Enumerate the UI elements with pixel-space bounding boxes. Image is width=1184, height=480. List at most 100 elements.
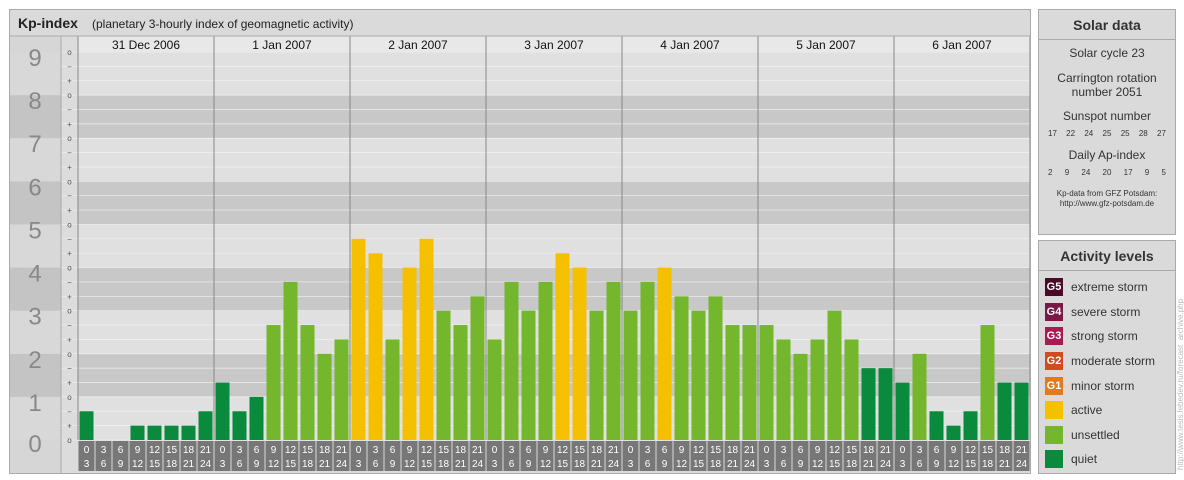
hour-box bbox=[809, 441, 826, 471]
hour-box bbox=[911, 441, 928, 471]
hour-end-label: 18 bbox=[846, 459, 858, 470]
hour-end-label: 21 bbox=[319, 459, 331, 470]
minor-tick-label: + bbox=[67, 163, 72, 172]
hour-end-label: 12 bbox=[404, 459, 416, 470]
hour-box bbox=[418, 441, 435, 471]
hour-start-label: 3 bbox=[917, 445, 923, 456]
chart-title: Kp-index bbox=[18, 15, 78, 31]
hour-box bbox=[826, 441, 843, 471]
hour-box bbox=[639, 441, 656, 471]
hour-box bbox=[316, 441, 333, 471]
hour-box bbox=[231, 441, 248, 471]
minor-tick-label: − bbox=[67, 62, 72, 71]
hour-end-label: 21 bbox=[727, 459, 739, 470]
kp-bar bbox=[912, 353, 927, 440]
hour-end-label: 6 bbox=[781, 459, 787, 470]
hour-box bbox=[571, 441, 588, 471]
level-row: G2 moderate storm bbox=[1039, 349, 1175, 374]
ap-value: 24 bbox=[1081, 168, 1091, 177]
hour-box bbox=[724, 441, 741, 471]
y-tick-label: 1 bbox=[28, 390, 41, 417]
kp-bar bbox=[504, 281, 519, 440]
hour-start-label: 18 bbox=[727, 445, 739, 456]
hour-end-label: 15 bbox=[693, 459, 705, 470]
hour-end-label: 6 bbox=[373, 459, 379, 470]
hour-start-label: 15 bbox=[302, 445, 314, 456]
hour-box bbox=[197, 441, 214, 471]
minor-tick-label: o bbox=[67, 393, 72, 402]
level-row: G4 severe storm bbox=[1039, 300, 1175, 325]
hour-start-label: 6 bbox=[662, 445, 668, 456]
kp-bar bbox=[606, 281, 621, 440]
level-label: strong storm bbox=[1071, 329, 1138, 344]
y-axis-band bbox=[10, 138, 61, 182]
hour-start-label: 9 bbox=[135, 445, 141, 456]
hour-end-label: 9 bbox=[254, 459, 260, 470]
hour-end-label: 9 bbox=[526, 459, 532, 470]
minor-tick-label: o bbox=[67, 350, 72, 359]
hour-start-label: 0 bbox=[900, 445, 906, 456]
hour-start-label: 21 bbox=[880, 445, 892, 456]
kp-bar bbox=[691, 310, 706, 440]
kp-bar bbox=[878, 368, 893, 440]
kp-bar bbox=[147, 425, 162, 440]
hour-end-label: 12 bbox=[812, 459, 824, 470]
hour-box bbox=[707, 441, 724, 471]
hour-end-label: 3 bbox=[492, 459, 498, 470]
kp-bar bbox=[725, 325, 740, 440]
hour-start-label: 21 bbox=[1016, 445, 1028, 456]
kp-bar bbox=[674, 296, 689, 440]
kp-bar bbox=[963, 411, 978, 440]
kp-bar bbox=[759, 325, 774, 440]
minor-label-column bbox=[61, 36, 78, 473]
hour-box bbox=[656, 441, 673, 471]
kp-bar bbox=[861, 368, 876, 440]
ap-value: 9 bbox=[1144, 168, 1150, 177]
kp-chart-panel: Kp-index (planetary 3-hourly index of ge… bbox=[9, 9, 1031, 474]
level-swatch bbox=[1045, 401, 1063, 420]
hour-start-label: 21 bbox=[336, 445, 348, 456]
minor-tick-label: o bbox=[67, 91, 72, 100]
hour-end-label: 15 bbox=[557, 459, 569, 470]
minor-tick-label: o bbox=[67, 134, 72, 143]
hour-start-label: 3 bbox=[373, 445, 379, 456]
hour-start-label: 6 bbox=[390, 445, 396, 456]
hour-end-label: 21 bbox=[863, 459, 875, 470]
level-swatch bbox=[1045, 450, 1063, 469]
hour-end-label: 24 bbox=[336, 459, 348, 470]
hour-end-label: 6 bbox=[509, 459, 515, 470]
ap-value: 17 bbox=[1123, 168, 1133, 177]
kp-bar bbox=[827, 310, 842, 440]
day-label: 31 Dec 2006 bbox=[112, 38, 180, 52]
kp-bar bbox=[453, 325, 468, 440]
hour-end-label: 18 bbox=[302, 459, 314, 470]
hour-box bbox=[673, 441, 690, 471]
hour-start-label: 3 bbox=[101, 445, 107, 456]
level-row: G3 strong storm bbox=[1039, 324, 1175, 349]
hour-start-label: 6 bbox=[526, 445, 532, 456]
hour-start-label: 6 bbox=[798, 445, 804, 456]
sunspot-value: 25 bbox=[1102, 129, 1112, 138]
y-tick-label: 4 bbox=[28, 261, 41, 288]
kp-bar bbox=[436, 310, 451, 440]
kp-bar bbox=[793, 353, 808, 440]
hour-box bbox=[163, 441, 180, 471]
hour-box bbox=[928, 441, 945, 471]
hour-start-label: 21 bbox=[472, 445, 484, 456]
hour-start-label: 9 bbox=[407, 445, 413, 456]
chart-subtitle: (planetary 3-hourly index of geomagnetic… bbox=[92, 17, 354, 31]
hour-end-label: 18 bbox=[982, 459, 994, 470]
hour-start-label: 0 bbox=[84, 445, 90, 456]
hour-end-label: 3 bbox=[84, 459, 90, 470]
y-axis-band bbox=[10, 224, 61, 268]
hour-start-label: 12 bbox=[285, 445, 297, 456]
hour-box bbox=[129, 441, 146, 471]
kp-bar bbox=[1014, 382, 1029, 440]
day-label: 5 Jan 2007 bbox=[796, 38, 856, 52]
level-label: extreme storm bbox=[1071, 280, 1148, 295]
kp-bar bbox=[164, 425, 179, 440]
hour-start-label: 0 bbox=[220, 445, 226, 456]
ap-label: Daily Ap-index bbox=[1068, 148, 1146, 162]
day-label: 3 Jan 2007 bbox=[524, 38, 584, 52]
hour-box bbox=[520, 441, 537, 471]
